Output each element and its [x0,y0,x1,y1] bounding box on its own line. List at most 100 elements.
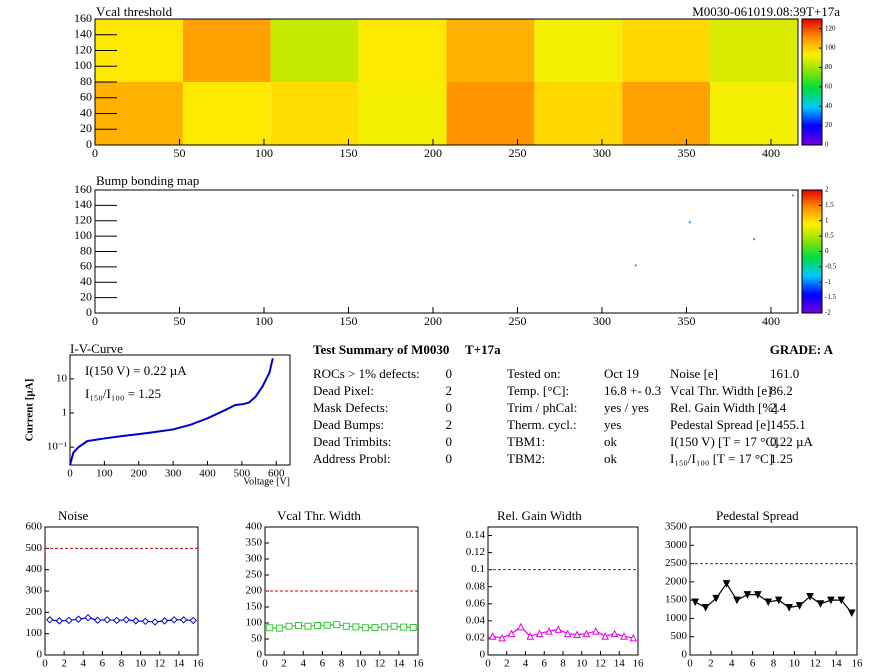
colorbar-label: -0.5 [825,262,837,270]
marker [103,616,111,624]
marker [691,598,700,607]
y-tick-label: 10⁻¹ [47,441,67,453]
summary-value: 0 [446,366,453,381]
x-tick-label: 16 [852,658,864,670]
heatmap-cell [710,82,798,145]
colorbar-band [802,40,822,43]
colorbar-band [802,58,822,62]
colorbar-band [802,259,822,263]
summary-label: Temp. [°C]: [507,383,569,398]
marker [170,616,178,624]
summary-value: 1.25 [770,451,793,466]
y-tick-label: 50 [251,633,263,645]
x-tick-label: 2 [61,658,67,670]
colorbar-label: 100 [825,44,836,52]
x-tick-label: 350 [677,146,695,160]
heatmap-cell [710,19,798,82]
chart-title: Rel. Gain Width [497,508,582,523]
colorbar-band [802,46,822,49]
line [69,358,274,466]
colorbar-band [802,218,822,222]
colorbar-band [802,21,822,24]
summary-label: I(150 V) [T = 17 °C] [670,434,778,449]
colorbar-band [802,214,822,218]
summary-label: I₁₅₀/I₁₀₀ [T = 17 °C] [670,451,773,466]
colorbar-band [802,255,822,259]
summary-label: Rel. Gain Width [%] [670,400,778,415]
colorbar-band [802,94,822,98]
marker [342,622,350,630]
x-tick-label: 400 [762,314,780,328]
marker [314,622,322,630]
x-tick-label: 2 [504,658,510,670]
y-tick-label: 400 [246,521,263,533]
marker [160,617,169,625]
marker [582,629,591,638]
colorbar-band [802,265,822,269]
heatmap-cell [534,19,623,82]
summary-label: Address Probl: [313,451,391,466]
summary-label: Dead Trimbits: [313,434,391,449]
colorbar-label: 2 [825,186,829,194]
chart-title: Bump bonding map [96,173,199,188]
colorbar-band [802,284,822,287]
marker [122,616,130,624]
x-tick-label: 300 [593,314,611,328]
plot-frame [44,526,199,656]
x-tick-label: 6 [750,658,756,670]
colorbar-band [802,220,822,224]
summary-label: ROCs > 1% defects: [313,366,420,381]
x-tick-label: 0 [92,146,98,160]
x-axis-label: Voltage [V] [243,476,290,487]
y-tick-label: 20 [80,121,92,135]
chart-title: I-V-Curve [70,341,123,356]
y-tick-label: 200 [26,606,43,618]
colorbar-band [802,245,822,248]
y-tick-label: 100 [26,627,43,639]
y-tick-label: 80 [80,243,92,257]
colorbar-band [802,111,822,114]
y-tick-label: 0.14 [466,529,486,541]
marker [390,622,398,630]
marker [361,624,369,632]
summary-label: Dead Bumps: [313,417,384,432]
x-tick-label: 6 [100,658,106,670]
marker [285,622,293,630]
summary-value: 161.0 [770,366,799,381]
plot-frame [94,189,799,314]
marker [827,596,835,605]
summary-value: 1455.1 [770,417,806,432]
marker [573,630,581,639]
colorbar-band [802,48,822,51]
colorbar-band [802,33,822,37]
marker [754,591,762,599]
colorbar-band [802,103,822,106]
colorbar-band [802,204,822,207]
colorbar-band [802,113,822,117]
colorbar-band [802,132,822,135]
colorbar-band [802,308,822,312]
chart-title: Pedestal Spread [716,508,799,523]
marker [701,603,710,612]
summary-value: 2 [446,383,453,398]
marker [592,626,600,635]
point [634,264,637,267]
colorbar-band [802,37,822,41]
marker [65,616,73,625]
colorbar-band [802,23,822,26]
marker [179,616,188,624]
chart-title: Vcal Thr. Width [277,508,361,523]
marker [743,591,752,599]
marker [323,621,331,629]
x-tick-label: 50 [173,314,185,328]
y-tick-label: 100 [74,58,92,72]
colorbar-band [802,269,822,273]
heatmap-cell [534,82,623,145]
marker [275,624,283,632]
colorbar-band [802,73,822,77]
x-tick-label: 16 [633,658,645,670]
x-tick-label: 10 [789,658,801,670]
marker [488,632,497,640]
colorbar-band [802,50,822,54]
